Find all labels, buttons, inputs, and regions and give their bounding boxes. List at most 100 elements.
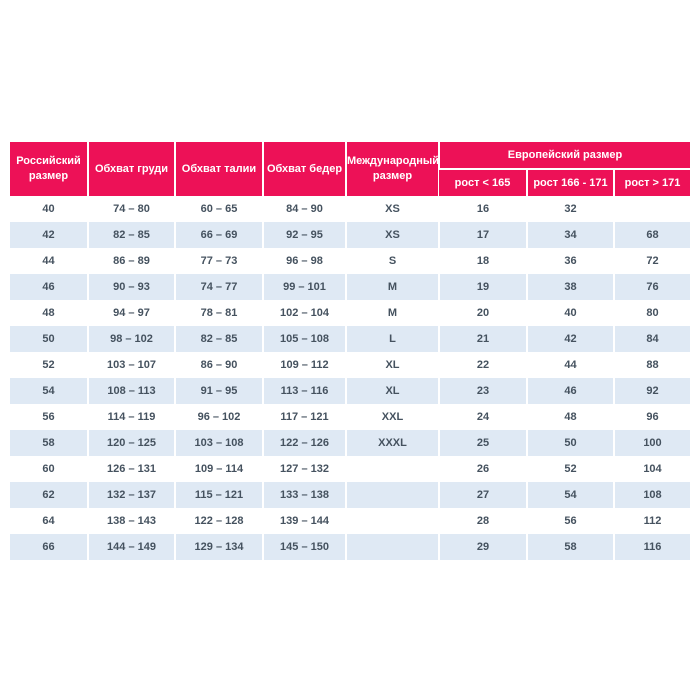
table-cell: 52	[42, 359, 55, 371]
table-cell: L	[345, 326, 439, 352]
table-cell: 103 – 108	[174, 430, 263, 456]
header-hips: Обхват бедер	[262, 142, 346, 196]
table-cell: 20	[438, 300, 527, 326]
table-cell: 28	[438, 508, 527, 534]
table-cell: 112	[613, 508, 690, 534]
table-row: 40 74 – 80 60 – 65 84 – 90 XS 16 32	[10, 196, 690, 222]
table-cell: XS	[345, 222, 439, 248]
table-cell: 62	[42, 489, 55, 501]
header-height-lt-165: рост < 165	[439, 169, 527, 196]
table-cell: 115 – 121	[174, 482, 263, 508]
table-cell: 84	[613, 326, 690, 352]
table-cell: 132 – 137	[87, 482, 175, 508]
table-cell: 145 – 150	[262, 534, 346, 560]
table-row: 64 138 – 143 122 – 128 139 – 144 28 56 112	[10, 508, 690, 534]
table-cell: 54	[42, 385, 55, 397]
table-cell: M	[345, 300, 439, 326]
table-row: 48 94 – 97 78 – 81 102 – 104 M 20 40 80	[10, 300, 690, 326]
table-cell: 27	[438, 482, 527, 508]
table-cell: 94 – 97	[87, 300, 175, 326]
table-cell: 58	[526, 534, 614, 560]
table-cell: 92 – 95	[262, 222, 346, 248]
table-cell: 108 – 113	[87, 378, 175, 404]
table-cell: 96	[613, 404, 690, 430]
table-cell: 122 – 128	[174, 508, 263, 534]
table-cell: 74 – 77	[174, 274, 263, 300]
table-row: 54 108 – 113 91 – 95 113 – 116 XL 23 46 92	[10, 378, 690, 404]
table-cell: 127 – 132	[262, 456, 346, 482]
table-row: 50 98 – 102 82 – 85 105 – 108 L 21 42 84	[10, 326, 690, 352]
table-cell: 113 – 116	[262, 378, 346, 404]
table-cell: 74 – 80	[87, 196, 175, 222]
size-table-body: 40 74 – 80 60 – 65 84 – 90 XS 16 32 42 82 – 85 66…	[10, 196, 690, 560]
table-cell: 19	[438, 274, 527, 300]
table-cell: 120 – 125	[87, 430, 175, 456]
table-row: 44 86 – 89 77 – 73 96 – 98 S 18 36 72	[10, 248, 690, 274]
table-cell: 104	[613, 456, 690, 482]
header-height-gt-171: рост > 171	[613, 169, 690, 196]
table-cell: 99 – 101	[262, 274, 346, 300]
header-international-size: Международный размер	[345, 142, 439, 196]
table-cell: 96 – 102	[174, 404, 263, 430]
header-chest: Обхват груди	[87, 142, 175, 196]
table-cell: 78 – 81	[174, 300, 263, 326]
table-cell: 68	[613, 222, 690, 248]
table-cell: 26	[438, 456, 527, 482]
header-waist: Обхват талии	[174, 142, 263, 196]
table-cell: 34	[526, 222, 614, 248]
table-row: 42 82 – 85 66 – 69 92 – 95 XS 17 34 68	[10, 222, 690, 248]
table-cell: 16	[438, 196, 527, 222]
table-cell: 18	[438, 248, 527, 274]
table-cell: 66 – 69	[174, 222, 263, 248]
table-cell: 98 – 102	[87, 326, 175, 352]
table-cell	[345, 534, 439, 560]
table-cell: 102 – 104	[262, 300, 346, 326]
table-cell: 80	[613, 300, 690, 326]
table-cell: 17	[438, 222, 527, 248]
table-cell: 144 – 149	[87, 534, 175, 560]
table-cell: 50	[42, 333, 55, 345]
table-cell: S	[345, 248, 439, 274]
table-cell: 122 – 126	[262, 430, 346, 456]
table-cell: XXL	[345, 404, 439, 430]
table-cell: 129 – 134	[174, 534, 263, 560]
table-cell: 82 – 85	[174, 326, 263, 352]
table-cell: 138 – 143	[87, 508, 175, 534]
table-cell: 21	[438, 326, 527, 352]
table-cell: 100	[613, 430, 690, 456]
table-cell: 126 – 131	[87, 456, 175, 482]
table-cell: 66	[42, 541, 55, 553]
table-cell: 44	[526, 352, 614, 378]
table-cell: XS	[345, 196, 439, 222]
table-cell	[345, 508, 439, 534]
table-cell: 42	[526, 326, 614, 352]
table-cell: 133 – 138	[262, 482, 346, 508]
table-row: 66 144 – 149 129 – 134 145 – 150 29 58 116	[10, 534, 690, 560]
table-cell: 29	[438, 534, 527, 560]
table-cell: 64	[42, 515, 55, 527]
table-cell: 114 – 119	[87, 404, 175, 430]
size-table-header: Российский размер Обхват груди Обхват та…	[10, 142, 690, 196]
table-cell: 72	[613, 248, 690, 274]
table-cell: 76	[613, 274, 690, 300]
table-cell: 92	[613, 378, 690, 404]
table-row: 60 126 – 131 109 – 114 127 – 132 26 52 104	[10, 456, 690, 482]
header-european-size: Европейский размер	[438, 142, 690, 170]
table-cell: 108	[613, 482, 690, 508]
table-cell: 54	[526, 482, 614, 508]
table-cell: 84 – 90	[262, 196, 346, 222]
table-cell: 48	[526, 404, 614, 430]
table-cell: 46	[526, 378, 614, 404]
table-cell: 46	[42, 281, 55, 293]
table-row: 58 120 – 125 103 – 108 122 – 126 XXXL 25 50 100	[10, 430, 690, 456]
table-cell: 40	[526, 300, 614, 326]
table-cell: 44	[42, 255, 55, 267]
header-row-top: Российский размер Обхват груди Обхват та…	[10, 142, 690, 196]
table-cell: 109 – 114	[174, 456, 263, 482]
table-cell: 90 – 93	[87, 274, 175, 300]
table-row: 62 132 – 137 115 – 121 133 – 138 27 54 108	[10, 482, 690, 508]
table-cell: 86 – 89	[87, 248, 175, 274]
table-cell: 88	[613, 352, 690, 378]
table-cell: 23	[438, 378, 527, 404]
size-chart: Российский размер Обхват груди Обхват та…	[10, 142, 690, 560]
